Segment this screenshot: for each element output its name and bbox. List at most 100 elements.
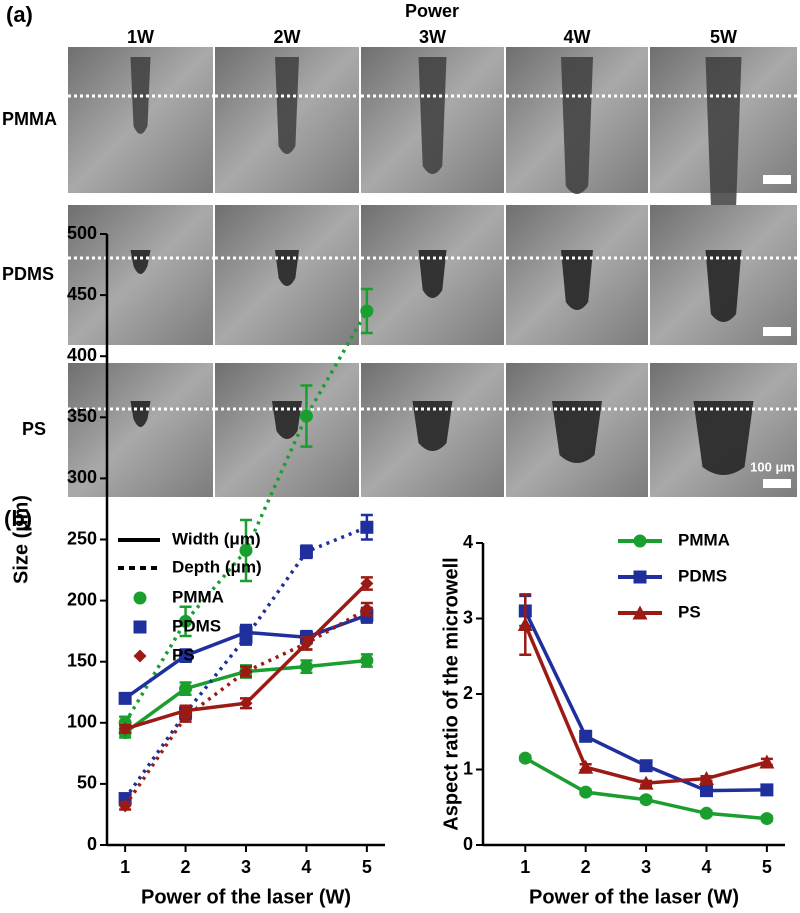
legend-marker bbox=[133, 620, 147, 634]
y-axis-title: Size (μm) bbox=[10, 495, 32, 584]
micrograph bbox=[68, 205, 213, 345]
x-tick-label: 2 bbox=[581, 857, 591, 877]
data-point bbox=[579, 729, 593, 743]
data-point bbox=[760, 783, 774, 797]
column-label: 2W bbox=[274, 27, 301, 47]
scale-bar bbox=[763, 327, 791, 336]
x-tick-label: 5 bbox=[762, 857, 772, 877]
micrograph bbox=[68, 363, 213, 497]
microwell bbox=[705, 250, 742, 322]
scale-bar bbox=[763, 175, 791, 184]
legend-marker bbox=[133, 591, 147, 605]
legend-marker bbox=[633, 570, 647, 584]
microwell bbox=[552, 401, 602, 463]
legend-label: Width (μm) bbox=[172, 529, 261, 548]
data-point bbox=[360, 602, 374, 616]
microwell bbox=[412, 401, 453, 451]
x-tick-label: 4 bbox=[301, 857, 311, 877]
data-point bbox=[239, 696, 253, 710]
legend-label: PMMA bbox=[678, 530, 730, 549]
data-point bbox=[360, 653, 374, 667]
row-label: PMMA bbox=[2, 109, 57, 129]
data-point bbox=[118, 799, 132, 813]
microwell bbox=[418, 57, 447, 174]
column-label: 1W bbox=[127, 27, 154, 47]
column-label: 3W bbox=[419, 27, 446, 47]
data-point bbox=[578, 759, 594, 774]
y-tick-label: 200 bbox=[67, 589, 97, 609]
data-point bbox=[699, 784, 713, 798]
column-label: 5W bbox=[710, 27, 737, 47]
data-point bbox=[579, 785, 593, 799]
y-tick-label: 300 bbox=[67, 467, 97, 487]
data-point bbox=[698, 771, 714, 786]
data-point bbox=[639, 793, 653, 807]
microwell bbox=[561, 57, 593, 194]
row-label: PDMS bbox=[2, 264, 54, 284]
microwell bbox=[693, 401, 754, 475]
data-point bbox=[239, 630, 253, 644]
microwell bbox=[418, 250, 447, 298]
y-tick-label: 350 bbox=[67, 406, 97, 426]
data-point bbox=[179, 649, 193, 663]
data-point bbox=[759, 754, 775, 769]
x-tick-label: 3 bbox=[241, 857, 251, 877]
y-tick-label: 100 bbox=[67, 712, 97, 732]
data-point bbox=[360, 304, 374, 318]
microwell bbox=[705, 57, 742, 214]
data-point bbox=[360, 576, 374, 590]
legend-marker bbox=[633, 534, 647, 548]
data-point bbox=[518, 751, 532, 765]
x-tick-label: 1 bbox=[120, 857, 130, 877]
microwell bbox=[130, 250, 151, 274]
data-point bbox=[638, 775, 654, 790]
scale-label: 100 μm bbox=[750, 459, 795, 474]
legend-label: PS bbox=[172, 645, 195, 664]
microwell bbox=[275, 57, 299, 154]
x-tick-label: 1 bbox=[520, 857, 530, 877]
y-tick-label: 450 bbox=[67, 284, 97, 304]
data-point bbox=[179, 710, 193, 724]
data-point bbox=[517, 617, 533, 632]
power-title: Power bbox=[405, 1, 459, 21]
data-point bbox=[299, 409, 313, 423]
x-tick-label: 4 bbox=[701, 857, 711, 877]
y-axis-title: Aspect ratio of the microwell bbox=[440, 557, 462, 830]
legend-label: PDMS bbox=[678, 566, 727, 585]
data-point bbox=[299, 660, 313, 674]
column-label: 4W bbox=[564, 27, 591, 47]
y-tick-label: 0 bbox=[87, 834, 97, 854]
legend-marker bbox=[632, 605, 648, 620]
row-label: PS bbox=[22, 419, 46, 439]
y-tick-label: 2 bbox=[463, 683, 473, 703]
y-tick-label: 50 bbox=[77, 773, 97, 793]
data-point bbox=[699, 806, 713, 820]
legend-label: PMMA bbox=[172, 587, 224, 606]
x-tick-label: 5 bbox=[362, 857, 372, 877]
legend-label: Depth (μm) bbox=[172, 557, 262, 576]
data-point bbox=[118, 722, 132, 736]
y-tick-label: 4 bbox=[463, 532, 473, 552]
x-tick-label: 2 bbox=[181, 857, 191, 877]
y-tick-label: 1 bbox=[463, 758, 473, 778]
panel-label: (a) bbox=[6, 2, 33, 27]
panel-label: (b) bbox=[4, 506, 32, 531]
data-point bbox=[179, 682, 193, 696]
data-point bbox=[118, 691, 132, 705]
data-point bbox=[639, 759, 653, 773]
data-point bbox=[299, 636, 313, 650]
data-point bbox=[299, 545, 313, 559]
y-tick-label: 3 bbox=[463, 607, 473, 627]
y-tick-label: 150 bbox=[67, 650, 97, 670]
data-point bbox=[360, 520, 374, 534]
y-tick-label: 500 bbox=[67, 223, 97, 243]
data-point bbox=[760, 812, 774, 826]
y-tick-label: 0 bbox=[463, 834, 473, 854]
legend-label: PS bbox=[678, 602, 701, 621]
series-line bbox=[123, 607, 368, 807]
data-point bbox=[179, 614, 193, 628]
legend-label: PDMS bbox=[172, 616, 221, 635]
microwell bbox=[561, 250, 593, 310]
scale-bar bbox=[763, 479, 791, 488]
